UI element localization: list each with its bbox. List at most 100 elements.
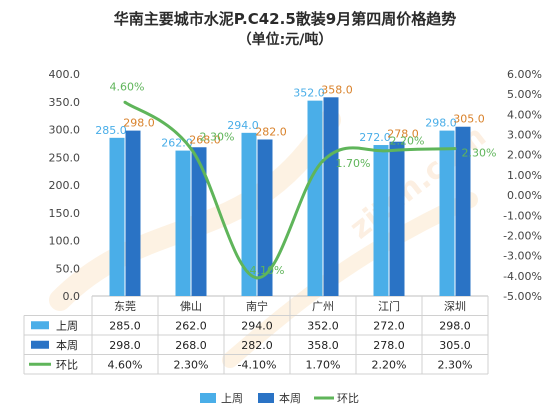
right-tick-label: -1.00% (503, 209, 542, 222)
left-tick-label: 150.0 (49, 207, 81, 220)
bar-data-label: 294.0 (227, 119, 259, 132)
table-cell: 262.0 (175, 319, 207, 332)
table-cell: 352.0 (307, 319, 339, 332)
table-legend-key (31, 340, 49, 349)
left-tick-label: 200.0 (49, 179, 81, 192)
bar-last-week (307, 100, 323, 296)
right-tick-label: 3.00% (507, 129, 542, 142)
table-cell: 282.0 (241, 339, 273, 352)
right-tick-label: 0.00% (507, 189, 542, 202)
table-cell: 1.70% (306, 358, 341, 371)
table-cell: -4.10% (238, 358, 277, 371)
right-tick-label: 2.00% (507, 149, 542, 162)
legend-label: 上周 (221, 392, 243, 405)
bar-data-label: 298.0 (425, 117, 457, 130)
bar-this-week (389, 141, 405, 296)
right-tick-label: 1.00% (507, 169, 542, 182)
table-cell: 305.0 (439, 339, 471, 352)
left-tick-label: 400.0 (49, 68, 81, 81)
table-cell: 4.60% (108, 358, 143, 371)
chart-subtitle: （单位:元/吨） (238, 31, 333, 48)
ratio-line: 4.60% 2.30% -4.10% 1.70% 2.20% 2.30% (110, 80, 497, 280)
table-cell: 2.30% (174, 358, 209, 371)
table-cell: 294.0 (241, 319, 273, 332)
chart-title: 华南主要城市水泥P.C42.5散装9月第四周价格趋势 (114, 10, 456, 28)
bar-data-label: 278.0 (387, 128, 419, 141)
ratio-point (387, 149, 391, 153)
category-label: 深圳 (444, 300, 466, 313)
right-tick-label: -5.00% (503, 290, 542, 303)
table-legend-key (31, 321, 49, 330)
category-label: 江门 (378, 299, 400, 313)
bar-data-label: 352.0 (293, 87, 325, 100)
ratio-data-label: 2.30% (462, 147, 497, 160)
ratio-point (189, 147, 193, 151)
ratio-data-label: 2.30% (200, 131, 235, 144)
bar-data-label: 268.0 (189, 133, 221, 146)
bar-this-week (257, 139, 273, 296)
left-tick-label: 300.0 (49, 124, 81, 137)
bar-last-week (109, 137, 125, 296)
right-tick-label: 6.00% (507, 68, 542, 81)
bar-last-week (175, 150, 191, 296)
left-tick-label: 50.0 (56, 262, 81, 275)
left-tick-label: 0.0 (63, 290, 81, 303)
bar-data-label: 272.0 (359, 131, 391, 144)
table-cell: 298.0 (109, 339, 141, 352)
legend-label: 本周 (279, 391, 301, 405)
legend: 上周 本周 环比 (200, 391, 359, 405)
table-cell: 298.0 (439, 319, 471, 332)
bar-data-label: 282.0 (255, 125, 287, 138)
ratio-point (321, 159, 325, 163)
ratio-point (123, 100, 127, 104)
table-cell: 272.0 (373, 319, 405, 332)
right-tick-label: -4.00% (503, 270, 542, 283)
category-label: 广州 (312, 300, 334, 313)
bar-last-week (373, 145, 389, 296)
bar-data-label: 305.0 (453, 113, 485, 126)
bar-this-week (191, 147, 207, 296)
table-series-name: 环比 (56, 358, 78, 371)
legend-key (258, 393, 274, 403)
bar-data-label: 298.0 (123, 117, 155, 130)
ratio-data-label: -4.10% (246, 264, 285, 277)
left-axis: 0.0 50.0 100.0 150.0 200.0 250.0 300.0 350.0 400… (49, 68, 81, 303)
ratio-point (453, 147, 457, 151)
ratio-data-label: 1.70% (336, 157, 371, 170)
bar-this-week (455, 126, 471, 296)
table-cell: 2.30% (438, 358, 473, 371)
right-axis: -5.00% -4.00% -3.00% -2.00% -1.00% 0.00% 1.00%… (503, 68, 542, 303)
left-tick-label: 250.0 (49, 151, 81, 164)
right-tick-label: 4.00% (507, 108, 542, 121)
table-series-name: 上周 (56, 319, 78, 332)
bar-last-week (241, 132, 257, 296)
bar-this-week (323, 97, 339, 296)
bar-data-label: 285.0 (95, 124, 127, 137)
table-cell: 2.20% (372, 358, 407, 371)
right-tick-label: -3.00% (503, 250, 542, 263)
bar-this-week (125, 130, 141, 296)
ratio-data-label: 4.60% (110, 80, 145, 93)
table-cell: 285.0 (109, 319, 141, 332)
right-tick-label: -2.00% (503, 229, 542, 242)
right-tick-label: 5.00% (507, 88, 542, 101)
bar-last-week (439, 130, 455, 296)
legend-key (200, 393, 216, 403)
table-series-name: 本周 (56, 338, 78, 352)
category-label: 南宁 (246, 299, 268, 313)
table-cell: 268.0 (175, 339, 207, 352)
bar-data-label: 358.0 (321, 83, 353, 96)
left-tick-label: 100.0 (49, 235, 81, 248)
category-label: 佛山 (180, 300, 202, 313)
legend-label: 环比 (337, 392, 359, 405)
left-tick-label: 350.0 (49, 96, 81, 109)
category-label: 东莞 (114, 300, 136, 313)
table-cell: 278.0 (373, 339, 405, 352)
ratio-point (255, 276, 259, 280)
ratio-data-label: 2.20% (390, 135, 425, 148)
bars: 285.0262.0294.0352.0272.0298.0298.0268.0… (95, 83, 485, 296)
table-cell: 358.0 (307, 339, 339, 352)
